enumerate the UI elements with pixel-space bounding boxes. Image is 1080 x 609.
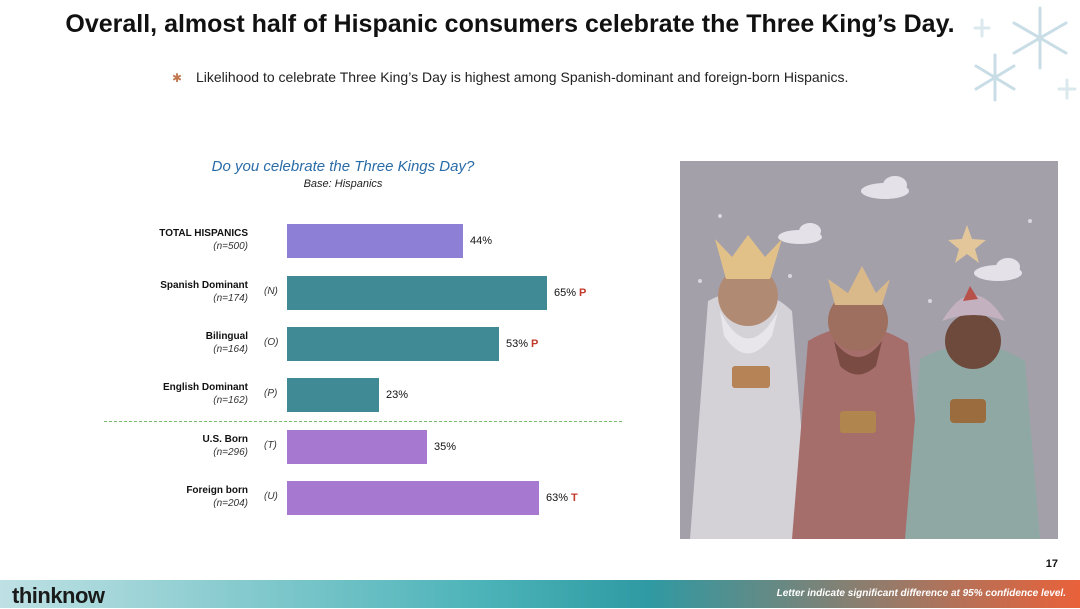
- category-label: U.S. Born (n=296): [78, 433, 248, 459]
- value-text: 53%: [506, 338, 529, 350]
- category-label: Foreign born (n=204): [78, 484, 248, 510]
- category-base: (n=164): [213, 344, 248, 355]
- group-letter: (T): [264, 440, 277, 451]
- significance-letter: P: [579, 287, 587, 299]
- category-name: Foreign born: [186, 485, 248, 496]
- value-text: 35%: [434, 441, 457, 453]
- bar: [287, 224, 463, 258]
- bullet-point: ✱ Likelihood to celebrate Three King’s Da…: [172, 69, 848, 85]
- chart-header: Do you celebrate the Three Kings Day? Ba…: [104, 158, 582, 190]
- chart-subtitle: Base: Hispanics: [303, 178, 383, 190]
- bar: [287, 481, 539, 515]
- category-name: Bilingual: [205, 331, 248, 342]
- category-label: Bilingual (n=164): [78, 330, 248, 356]
- category-name: Spanish Dominant: [160, 280, 248, 291]
- category-base: (n=500): [213, 241, 248, 252]
- page-number: 17: [1045, 558, 1058, 570]
- value-text: 23%: [386, 389, 409, 401]
- data-label: 63% T: [546, 492, 578, 504]
- slide-title: Overall, almost half of Hispanic consume…: [65, 10, 955, 38]
- category-name: TOTAL HISPANICS: [159, 228, 248, 239]
- group-divider: [104, 421, 622, 422]
- bar: [287, 378, 379, 412]
- three-kings-illustration: [680, 161, 1058, 539]
- gingerbread-bullet-icon: ✱: [172, 71, 183, 85]
- category-label: TOTAL HISPANICS (n=500): [78, 227, 248, 253]
- value-text: 65%: [554, 287, 577, 299]
- group-letter: (O): [264, 337, 279, 348]
- group-letter: (U): [264, 491, 278, 502]
- data-label: 23%: [386, 389, 408, 401]
- value-text: 63%: [546, 492, 569, 504]
- bar: [287, 327, 499, 361]
- category-label: English Dominant (n=162): [78, 381, 248, 407]
- category-name: U.S. Born: [202, 434, 248, 445]
- data-label: 53% P: [506, 338, 538, 350]
- group-letter: (N): [264, 286, 278, 297]
- category-label: Spanish Dominant (n=174): [78, 279, 248, 305]
- data-label: 65% P: [554, 287, 586, 299]
- bar: [287, 276, 547, 310]
- chart-title: Do you celebrate the Three Kings Day?: [211, 158, 475, 175]
- bullet-text: Likelihood to celebrate Three King’s Day…: [196, 69, 849, 85]
- data-label: 44%: [470, 235, 492, 247]
- value-text: 44%: [470, 235, 493, 247]
- significance-letter: P: [531, 338, 539, 350]
- category-base: (n=204): [213, 498, 248, 509]
- category-base: (n=174): [213, 293, 248, 304]
- bar: [287, 430, 427, 464]
- thinknow-logo: thinknow: [12, 583, 105, 608]
- snowflake-decoration-icon: [973, 6, 1077, 102]
- category-name: English Dominant: [163, 382, 248, 393]
- category-base: (n=296): [213, 447, 248, 458]
- data-label: 35%: [434, 441, 456, 453]
- category-base: (n=162): [213, 395, 248, 406]
- significance-footnote: Letter indicate significant difference a…: [776, 588, 1066, 599]
- significance-letter: T: [571, 492, 578, 504]
- footer-band: [0, 580, 1080, 608]
- group-letter: (P): [264, 388, 278, 399]
